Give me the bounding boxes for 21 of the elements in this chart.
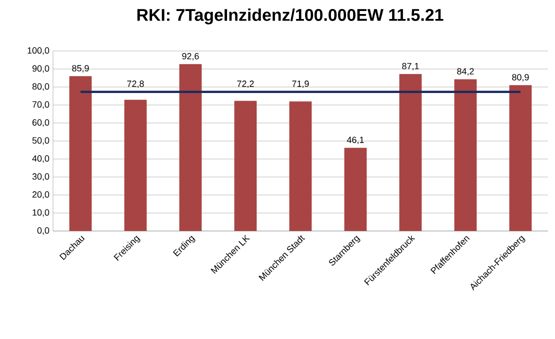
y-tick-label: 60,0 [32,119,50,127]
data-label: 80,9 [512,74,529,82]
y-tick-label: 20,0 [32,191,50,199]
data-label: 87,1 [402,62,419,70]
y-tick-label: 100,0 [28,47,50,55]
data-label: 72,8 [127,80,144,88]
data-label: 92,6 [182,53,199,60]
y-tick-label: 30,0 [32,173,50,181]
chart-title: RKI: 7TageInzidenz/100.000EW 11.5.21 [137,8,444,24]
y-tick-label: 50,0 [32,137,50,145]
y-tick-label: 0,0 [37,227,50,235]
data-label: 46,1 [346,136,364,144]
data-label: 71,9 [292,80,309,88]
y-tick-label: 80,0 [32,83,50,91]
y-tick-label: 90,0 [32,65,50,73]
data-label: 84,2 [457,68,474,76]
y-tick-label: 70,0 [32,101,50,109]
y-tick-label: 40,0 [32,155,50,163]
data-label: 85,9 [72,65,89,72]
y-tick-label: 10,0 [32,209,50,217]
data-label: 72,2 [237,80,254,88]
